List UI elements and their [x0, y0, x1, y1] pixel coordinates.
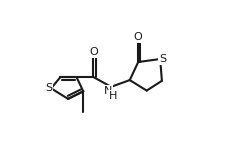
Text: O: O — [89, 47, 98, 57]
Text: O: O — [134, 32, 143, 42]
Text: S: S — [159, 54, 166, 64]
Text: S: S — [46, 83, 53, 93]
Text: N: N — [104, 86, 112, 96]
Text: H: H — [109, 91, 117, 101]
